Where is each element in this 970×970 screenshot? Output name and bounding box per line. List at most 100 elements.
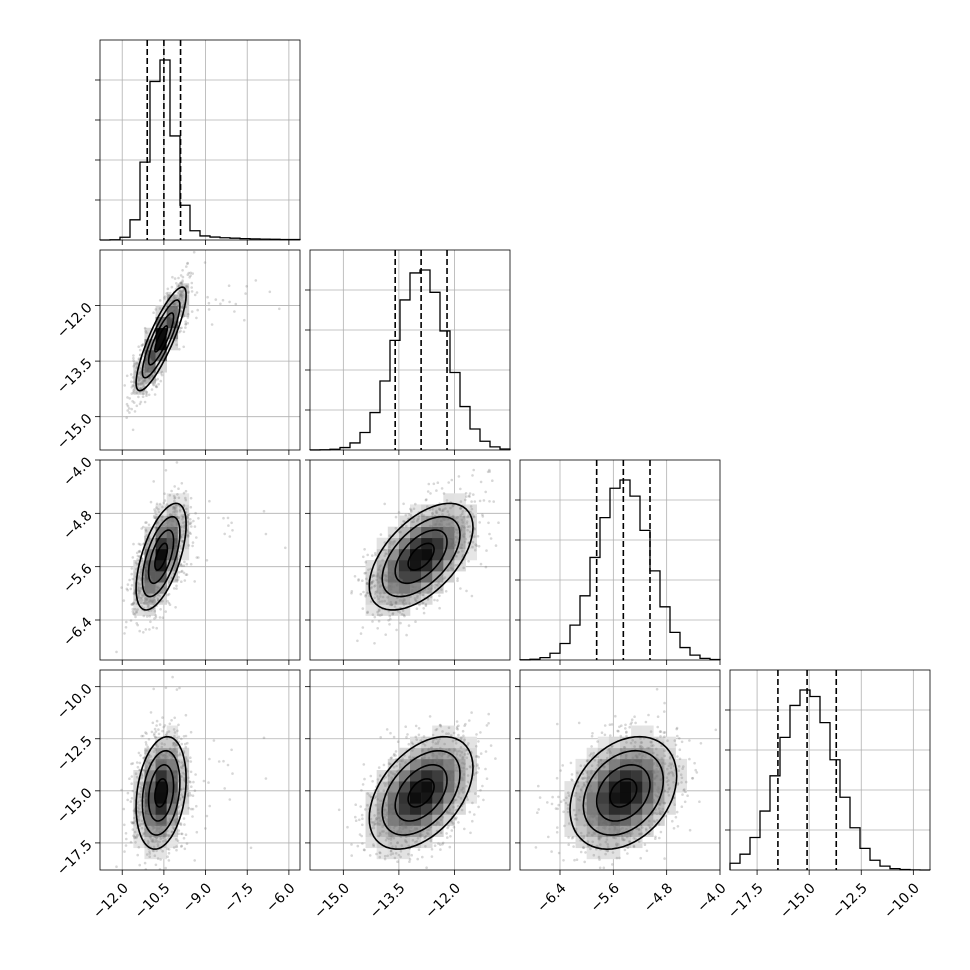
density-cell: [631, 725, 643, 737]
sample-point: [148, 855, 151, 858]
sample-point: [174, 530, 177, 533]
sample-point: [421, 514, 424, 517]
sample-point: [638, 752, 642, 756]
density-cell: [642, 725, 654, 737]
sample-point: [613, 829, 616, 832]
xtick-label-1-0: −15.0: [311, 880, 353, 922]
sample-point: [145, 584, 149, 587]
sample-point: [169, 291, 172, 295]
sample-point: [476, 535, 480, 538]
sample-point: [194, 511, 197, 515]
scatter-3-0-area: [100, 670, 300, 870]
sample-point: [397, 828, 401, 832]
scatter-1-0-frame: [99, 249, 301, 451]
contour-3-1-1: [394, 764, 448, 822]
density-cell: [387, 582, 400, 594]
sample-point: [184, 734, 188, 738]
sample-point: [166, 311, 170, 314]
sample-point: [146, 815, 149, 819]
sample-point: [143, 808, 146, 811]
sample-point: [390, 540, 394, 544]
sample-point: [590, 752, 593, 755]
sample-point: [131, 384, 134, 387]
density-cell: [443, 725, 455, 737]
sample-point: [435, 822, 439, 826]
sample-point: [138, 768, 141, 772]
sample-point: [142, 542, 145, 546]
sample-point: [366, 792, 369, 795]
sample-point: [178, 508, 182, 512]
sample-point: [445, 531, 449, 534]
sample-point: [599, 758, 603, 762]
sample-point: [184, 742, 187, 746]
sample-point: [550, 802, 554, 806]
density-cell: [631, 814, 643, 826]
sample-point: [580, 834, 583, 838]
sample-point: [423, 756, 426, 759]
sample-point: [653, 801, 656, 804]
density-cell: [177, 781, 190, 793]
density-cell: [421, 571, 433, 583]
sample-point: [435, 583, 439, 587]
sample-point: [214, 298, 218, 301]
sample-point: [378, 614, 382, 617]
density-cell: [398, 571, 411, 583]
sample-point: [405, 840, 408, 844]
density-cell: [177, 515, 190, 527]
sample-point: [167, 730, 171, 733]
sample-point: [591, 732, 594, 735]
sample-point: [449, 774, 452, 777]
sample-point: [567, 843, 570, 846]
sample-point: [656, 774, 659, 778]
sample-point: [180, 305, 184, 309]
density-cell: [675, 758, 687, 771]
sample-point: [477, 805, 480, 809]
scatter-2-1-frame: [309, 459, 511, 661]
sample-point: [389, 850, 393, 853]
sample-point: [172, 294, 176, 297]
ytick-label-1-2: −15.0: [54, 411, 96, 453]
sample-point: [394, 602, 398, 605]
sample-point: [623, 838, 626, 841]
sample-point: [148, 582, 152, 586]
sample-point: [408, 829, 412, 833]
sample-point: [419, 835, 422, 838]
sample-point: [459, 507, 462, 511]
density-cell: [155, 825, 167, 837]
sample-point: [647, 746, 651, 750]
sample-point: [450, 532, 453, 535]
sample-point: [433, 761, 437, 765]
sample-point: [181, 515, 185, 519]
sample-point: [419, 831, 423, 834]
sample-point: [448, 808, 452, 812]
sample-point: [174, 546, 178, 549]
sample-point: [180, 293, 184, 297]
sample-point: [450, 546, 453, 550]
sample-point: [444, 507, 447, 510]
sample-point: [405, 524, 408, 528]
sample-point: [172, 741, 175, 745]
sample-point: [468, 525, 471, 528]
sample-point: [183, 776, 186, 780]
sample-point: [141, 380, 145, 383]
sample-point: [444, 762, 448, 766]
sample-point: [459, 746, 463, 749]
sample-point: [154, 730, 158, 733]
sample-point: [179, 281, 183, 284]
scatter-panel-1-0: −12.0−13.5−15.0: [54, 249, 301, 453]
sample-point: [138, 378, 142, 381]
sample-point: [154, 838, 158, 842]
sample-point: [184, 573, 188, 576]
sample-point: [154, 585, 157, 588]
sample-point: [461, 757, 464, 760]
sample-point: [390, 821, 394, 825]
sample-point: [228, 300, 231, 304]
sample-point: [186, 262, 189, 265]
sample-point: [655, 764, 658, 767]
sample-point: [144, 391, 148, 394]
sample-point: [606, 751, 609, 755]
density-cell: [376, 836, 389, 849]
sample-point: [450, 521, 454, 524]
sample-point: [657, 786, 660, 789]
sample-point: [388, 573, 392, 576]
